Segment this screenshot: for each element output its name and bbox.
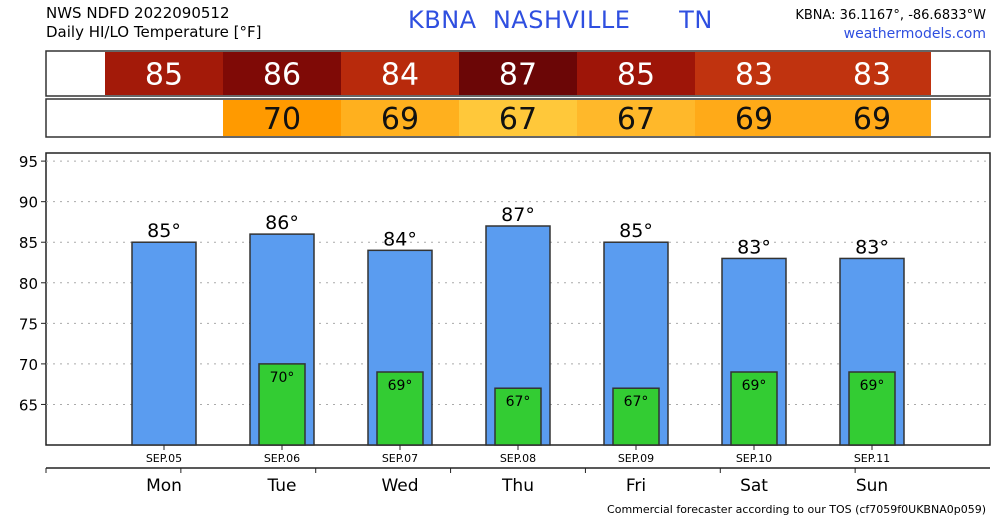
high-temp-label: 83° (855, 236, 889, 258)
day-label: Thu (501, 476, 534, 496)
low-temp-bar (730, 371, 778, 446)
date-label: SEP.07 (382, 452, 418, 465)
high-strip-value: 85 (617, 58, 655, 93)
y-tick-label: 65 (19, 396, 38, 414)
high-temp-label: 83° (737, 236, 771, 258)
high-temp-label: 84° (383, 228, 417, 250)
high-strip-cell (695, 52, 813, 95)
low-temp-bar (612, 387, 660, 446)
low-temp-label: 67° (506, 394, 531, 410)
high-temp-label: 85° (147, 220, 181, 242)
high-strip-cell (813, 52, 931, 95)
high-strip-value: 87 (499, 58, 537, 93)
day-label: Fri (626, 476, 646, 496)
date-label: SEP.10 (736, 452, 772, 465)
y-tick-label: 95 (19, 153, 38, 171)
high-temp-label: 86° (265, 212, 299, 234)
high-strip-cell (459, 52, 577, 95)
date-label: SEP.08 (500, 452, 536, 465)
high-strip-value: 86 (263, 58, 301, 93)
low-temp-label: 69° (742, 378, 767, 394)
date-label: SEP.09 (618, 452, 654, 465)
date-label: SEP.11 (854, 452, 890, 465)
model-run-title: NWS NDFD 2022090512 (46, 4, 230, 22)
low-temp-label: 67° (624, 394, 649, 410)
low-temp-label: 70° (270, 370, 295, 386)
low-strip-cell (695, 100, 813, 136)
high-strip-cell (223, 52, 341, 95)
high-strip-value: 83 (735, 58, 773, 93)
high-strip-value: 83 (853, 58, 891, 93)
low-temp-bar (258, 363, 306, 446)
day-label: Wed (381, 476, 418, 496)
date-label: SEP.06 (264, 452, 300, 465)
y-tick-label: 90 (19, 194, 38, 212)
chart-header-left: NWS NDFD 2022090512 Daily HI/LO Temperat… (46, 4, 262, 42)
website-link[interactable]: weathermodels.com (843, 26, 986, 42)
high-strip-cell (105, 52, 223, 95)
chart-header-right: KBNA: 36.1167°, -86.6833°W weathermodels… (795, 6, 986, 44)
high-temp-label: 85° (619, 220, 653, 242)
high-temp-label: 87° (501, 204, 535, 226)
low-temp-label: 69° (388, 378, 413, 394)
low-strip-cell (577, 100, 695, 136)
day-label: Sun (856, 476, 888, 496)
low-strip-value: 67 (499, 102, 537, 137)
station-title: KBNA NASHVILLE TN (408, 6, 713, 34)
station-coordinates: KBNA: 36.1167°, -86.6833°W (795, 8, 986, 23)
high-strip-cell (577, 52, 695, 95)
low-strip-cell (341, 100, 459, 136)
low-temp-bar (848, 371, 896, 446)
low-strip-cell (223, 100, 341, 136)
y-tick-label: 70 (19, 356, 38, 374)
high-strip-value: 84 (381, 58, 419, 93)
y-tick-label: 85 (19, 234, 38, 252)
date-label: SEP.05 (146, 452, 182, 465)
y-tick-label: 75 (19, 315, 38, 333)
low-strip-value: 67 (617, 102, 655, 137)
chart-subtitle: Daily HI/LO Temperature [°F] (46, 23, 262, 41)
footer-note: Commercial forecaster according to our T… (607, 503, 986, 516)
high-temp-bar (131, 241, 197, 446)
low-strip-value: 69 (853, 102, 891, 137)
low-strip-value: 69 (381, 102, 419, 137)
high-strip-value: 85 (145, 58, 183, 93)
low-strip-value: 70 (263, 102, 301, 137)
y-tick-label: 80 (19, 275, 38, 293)
day-label: Tue (266, 476, 296, 496)
high-strip-cell (341, 52, 459, 95)
low-strip-cell (459, 100, 577, 136)
low-strip-cell (813, 100, 931, 136)
day-label: Mon (146, 476, 182, 496)
low-temp-label: 69° (860, 378, 885, 394)
day-label: Sat (740, 476, 768, 496)
low-strip-value: 69 (735, 102, 773, 137)
